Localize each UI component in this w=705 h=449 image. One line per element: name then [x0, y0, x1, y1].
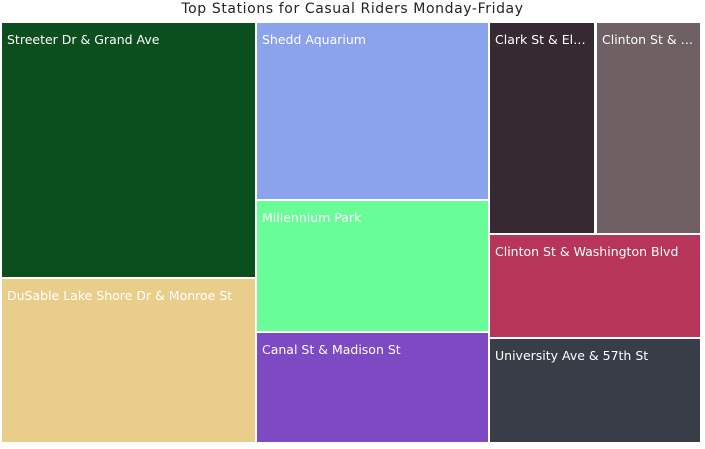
treemap-tile-label: Clark St & Elm St — [495, 32, 590, 47]
treemap-tile[interactable]: Streeter Dr & Grand Ave — [2, 23, 255, 277]
treemap-tile[interactable]: Clark St & Elm St — [490, 23, 594, 233]
treemap-tile[interactable]: Shedd Aquarium — [257, 23, 488, 199]
treemap-tile-label: Clinton St & Washington Blvd — [495, 244, 679, 259]
treemap-tile[interactable]: Canal St & Madison St — [257, 333, 488, 442]
treemap-tile[interactable]: University Ave & 57th St — [490, 339, 700, 442]
treemap-tile[interactable]: DuSable Lake Shore Dr & Monroe St — [2, 279, 255, 442]
treemap-tile-label: Canal St & Madison St — [262, 342, 401, 357]
treemap-tile[interactable]: Millennium Park — [257, 201, 488, 331]
treemap: Streeter Dr & Grand Ave DuSable Lake Shor… — [0, 20, 705, 445]
treemap-tile-label: Millennium Park — [262, 210, 362, 225]
treemap-tile-label: Clinton St & Madison St — [602, 32, 696, 47]
treemap-tile-label: University Ave & 57th St — [495, 348, 649, 363]
chart-title: Top Stations for Casual Riders Monday-Fr… — [181, 1, 524, 17]
treemap-tile-label: Streeter Dr & Grand Ave — [7, 32, 160, 47]
treemap-tile[interactable]: Clinton St & Washington Blvd — [490, 235, 700, 337]
treemap-tile-label: DuSable Lake Shore Dr & Monroe St — [7, 288, 233, 303]
treemap-tile[interactable]: Clinton St & Madison St — [597, 23, 700, 233]
treemap-tile-label: Shedd Aquarium — [262, 32, 366, 47]
